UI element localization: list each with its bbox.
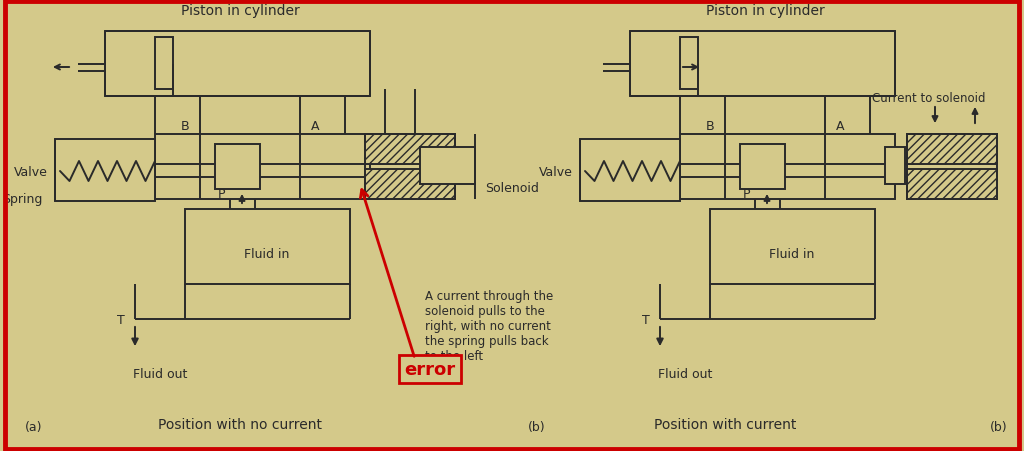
Text: P: P: [217, 188, 225, 201]
Bar: [365, 135, 455, 165]
Text: Valve: Valve: [14, 165, 48, 178]
Text: (b): (b): [528, 421, 546, 433]
Bar: [155, 135, 370, 199]
Text: Fluid in: Fluid in: [245, 248, 290, 261]
Text: A: A: [310, 120, 319, 133]
Text: B: B: [180, 120, 189, 133]
Text: (b): (b): [990, 421, 1008, 433]
Bar: [907, 135, 997, 165]
Bar: [420, 147, 475, 184]
Bar: [907, 170, 997, 199]
Bar: [630, 32, 895, 97]
Text: Valve: Valve: [539, 165, 573, 178]
Bar: [680, 135, 895, 199]
Text: Current to solenoid: Current to solenoid: [871, 92, 985, 105]
Bar: [740, 145, 785, 189]
Text: A: A: [836, 120, 844, 133]
Text: Solenoid: Solenoid: [485, 181, 539, 194]
Bar: [155, 38, 173, 90]
Text: T: T: [118, 313, 125, 326]
Text: Piston in cylinder: Piston in cylinder: [706, 4, 824, 18]
Text: Position with current: Position with current: [653, 417, 797, 431]
Text: P: P: [742, 188, 750, 201]
Bar: [885, 147, 905, 184]
Text: Fluid out: Fluid out: [133, 368, 187, 381]
Text: Piston in cylinder: Piston in cylinder: [180, 4, 299, 18]
Text: Position with no current: Position with no current: [158, 417, 322, 431]
Text: Fluid out: Fluid out: [657, 368, 712, 381]
Text: error: error: [404, 360, 456, 378]
Text: Fluid in: Fluid in: [769, 248, 815, 261]
Bar: [185, 210, 350, 285]
Bar: [105, 32, 370, 97]
Text: T: T: [642, 313, 650, 326]
Text: A current through the
solenoid pulls to the
right, with no current
the spring pu: A current through the solenoid pulls to …: [425, 290, 553, 362]
Bar: [55, 140, 155, 202]
Bar: [365, 170, 455, 199]
Bar: [907, 135, 997, 199]
Bar: [215, 145, 260, 189]
Bar: [365, 135, 455, 199]
Bar: [580, 140, 680, 202]
Bar: [680, 38, 698, 90]
Bar: [710, 210, 874, 285]
Text: Spring: Spring: [2, 193, 42, 206]
Text: (a): (a): [25, 421, 43, 433]
Text: B: B: [706, 120, 715, 133]
